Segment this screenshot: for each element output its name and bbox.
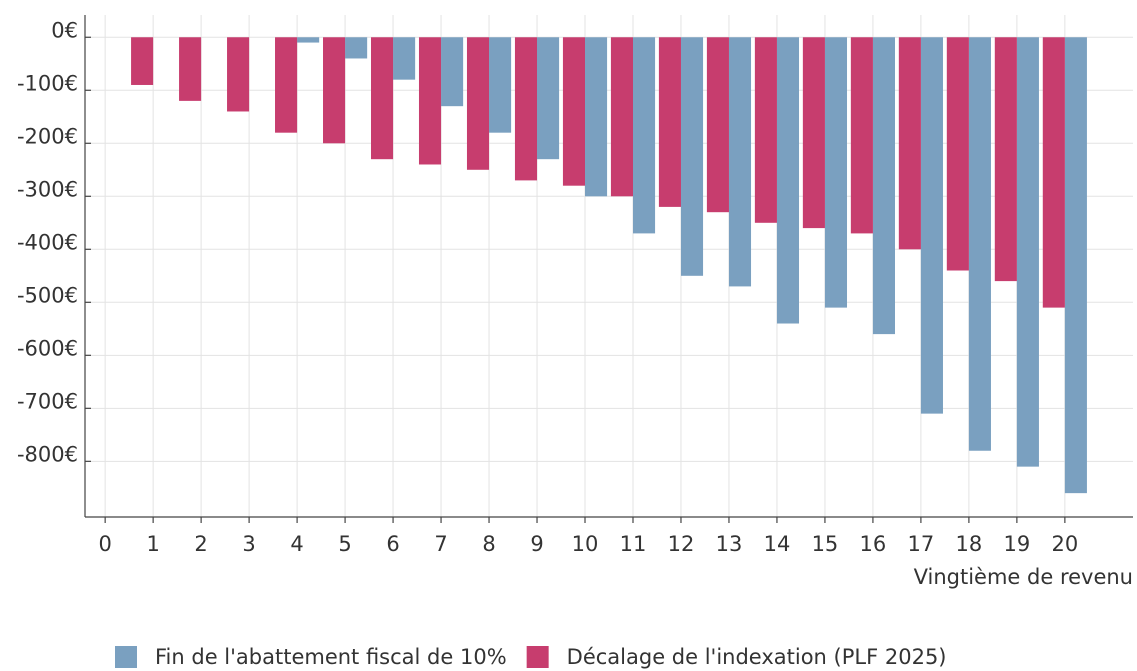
x-tick-label: 16 [860, 532, 887, 556]
bar [1064, 37, 1087, 494]
y-tick-label: -200€ [17, 124, 78, 148]
x-tick-label: 8 [482, 532, 495, 556]
bar [323, 37, 346, 144]
bar [537, 37, 560, 160]
bar [418, 37, 442, 165]
bar [585, 37, 608, 197]
x-tick-label: 6 [386, 532, 399, 556]
y-tick-label: -100€ [17, 71, 78, 95]
bar [632, 37, 656, 234]
bar [776, 37, 800, 324]
x-tick-label: 10 [572, 532, 599, 556]
bar [728, 37, 752, 287]
bar [824, 37, 848, 308]
x-tick-label: 11 [620, 532, 647, 556]
bar [1016, 37, 1039, 467]
x-axis-label: Vingtième de revenu [914, 565, 1133, 589]
bar [658, 37, 681, 207]
bar [131, 37, 154, 85]
bar [802, 37, 825, 229]
y-tick-label: -400€ [17, 230, 78, 254]
x-tick-label: 17 [908, 532, 935, 556]
bar [920, 37, 943, 414]
bar [898, 37, 921, 250]
legend-swatch [526, 646, 549, 668]
bar [994, 37, 1017, 282]
bar [466, 37, 490, 170]
bar [441, 37, 464, 107]
x-tick-label: 19 [1004, 532, 1031, 556]
x-tick-label: 14 [764, 532, 791, 556]
bar [968, 37, 991, 451]
x-tick-label: 12 [668, 532, 695, 556]
bar [706, 37, 729, 213]
legend-label: Décalage de l'indexation (PLF 2025) [567, 645, 947, 669]
bar [345, 37, 368, 59]
legend-swatch [115, 646, 137, 668]
bar [946, 37, 969, 271]
bar [227, 37, 250, 112]
bar [872, 37, 895, 335]
x-tick-label: 0 [98, 532, 111, 556]
bar [1042, 37, 1065, 308]
bar [297, 37, 320, 43]
bar [370, 37, 394, 160]
y-tick-label: -800€ [17, 442, 78, 466]
y-tick-label: 0€ [51, 18, 78, 42]
bar [754, 37, 777, 223]
bar [393, 37, 416, 80]
x-tick-label: 1 [146, 532, 159, 556]
bar [850, 37, 873, 234]
bar [514, 37, 538, 181]
legend-label: Fin de l'abattement fiscal de 10% [155, 645, 507, 669]
y-tick-label: -700€ [17, 389, 78, 413]
x-tick-label: 3 [242, 532, 255, 556]
bar [680, 37, 704, 276]
x-tick-label: 20 [1051, 532, 1078, 556]
x-tick-label: 15 [812, 532, 839, 556]
bar [489, 37, 512, 133]
x-tick-label: 4 [290, 532, 303, 556]
x-tick-label: 7 [434, 532, 447, 556]
bar [610, 37, 633, 197]
bar [275, 37, 298, 133]
bar [179, 37, 202, 101]
y-tick-label: -600€ [17, 336, 78, 360]
y-tick-label: -500€ [17, 283, 78, 307]
x-tick-label: 5 [338, 532, 351, 556]
y-tick-label: -300€ [17, 177, 78, 201]
bar [562, 37, 586, 186]
x-tick-label: 18 [956, 532, 983, 556]
x-tick-label: 13 [716, 532, 743, 556]
x-tick-label: 9 [530, 532, 543, 556]
x-tick-label: 2 [194, 532, 207, 556]
